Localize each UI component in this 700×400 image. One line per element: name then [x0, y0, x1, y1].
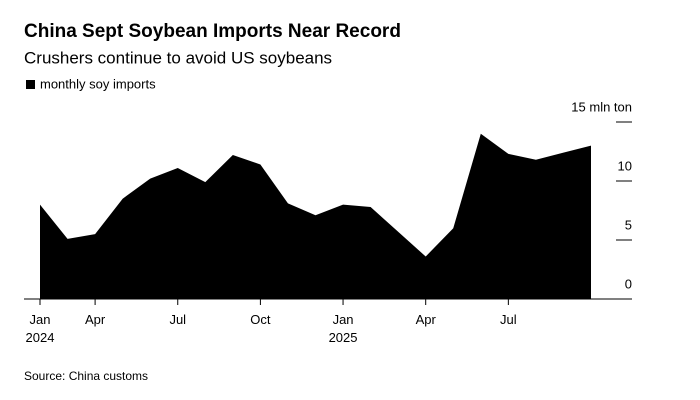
- x-tick-label: Jan 2025: [329, 312, 358, 345]
- y-tick-label: 10: [618, 158, 632, 173]
- chart-subtitle: Crushers continue to avoid US soybeans: [24, 48, 332, 67]
- x-tick-label: Jul: [500, 312, 517, 327]
- source: Source: China customs: [24, 369, 148, 383]
- legend-swatch: [26, 80, 35, 89]
- y-tick-label: 0: [625, 276, 632, 291]
- x-tick-label: Jan 2024: [26, 312, 55, 345]
- x-tick-label: Jul: [169, 312, 186, 327]
- legend-label: monthly soy imports: [40, 76, 156, 91]
- chart-title: China Sept Soybean Imports Near Record: [24, 21, 401, 42]
- x-tick-label: Oct: [250, 312, 271, 327]
- area: [40, 133, 591, 299]
- y-tick-label: 5: [625, 217, 632, 232]
- x-tick-label: Apr: [85, 312, 106, 327]
- y-tick-label: 15 mln ton: [571, 99, 632, 114]
- x-tick-label: Apr: [416, 312, 437, 327]
